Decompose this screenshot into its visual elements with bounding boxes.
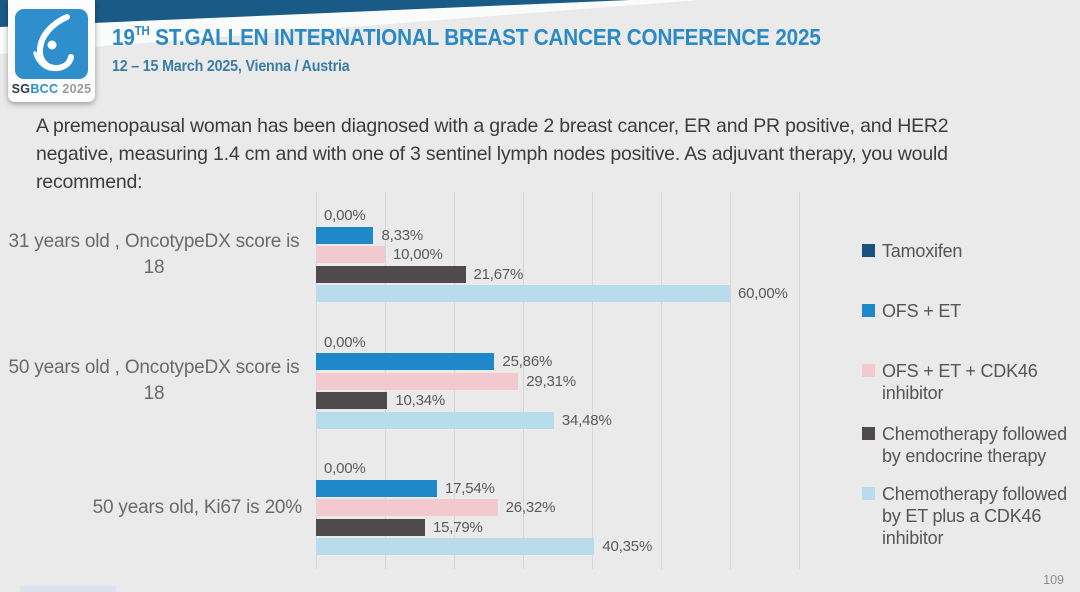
bar — [316, 353, 495, 370]
logo-year: 2025 — [62, 82, 92, 96]
gridline — [799, 192, 800, 569]
value-label: 17,54% — [445, 479, 495, 497]
title-superscript: TH — [134, 23, 150, 39]
legend-item: OFS + ET — [862, 300, 1077, 322]
value-label: 8,33% — [381, 226, 424, 244]
legend-item: Chemotherapy followed by ET plus a CDK46… — [862, 483, 1077, 549]
bar — [316, 372, 519, 390]
bar — [316, 246, 385, 263]
value-label: 10,00% — [393, 246, 443, 263]
bar — [316, 479, 438, 497]
bar — [316, 411, 554, 429]
bar — [316, 265, 466, 283]
value-label: 34,48% — [561, 411, 612, 429]
value-label: 26,32% — [505, 499, 556, 516]
value-label: 40,35% — [602, 538, 653, 555]
breast-outline-icon — [15, 9, 88, 79]
category-labels: 31 years old , OncotypeDX score is 18 50 … — [0, 0, 308, 592]
value-label: 15,79% — [432, 518, 483, 536]
legend-swatch-icon — [862, 304, 875, 317]
page-number: 109 — [1043, 573, 1064, 587]
legend-label: OFS + ET — [882, 301, 961, 321]
legend-swatch-icon — [862, 364, 875, 377]
header: 19TH ST.GALLEN INTERNATIONAL BREAST CANC… — [112, 23, 917, 76]
value-label: 0,00% — [324, 207, 366, 224]
legend-swatch-icon — [862, 427, 875, 440]
bar — [316, 392, 388, 409]
value-label: 21,67% — [473, 265, 524, 283]
conference-subtitle: 12 – 15 March 2025, Vienna / Austria — [112, 58, 350, 75]
gridline — [730, 192, 731, 569]
value-label: 10,34% — [395, 392, 446, 409]
bar — [316, 518, 425, 536]
logo-sg: SG — [11, 82, 31, 96]
conference-title: 19TH ST.GALLEN INTERNATIONAL BREAST CANC… — [112, 23, 821, 50]
plot-area: 0,00% 8,33% 10,00% 21,67% 60,00% 0,00% 25,86% 2… — [316, 192, 800, 569]
bar — [316, 538, 595, 555]
legend-label: Tamoxifen — [882, 241, 963, 261]
gridline — [592, 192, 593, 569]
value-label: 25,86% — [502, 353, 553, 370]
sgbcc-logo: SGBCC 2025 — [8, 0, 95, 102]
question-text: A premenopausal woman has been diagnosed… — [36, 115, 949, 193]
category-label: 50 years old, Ki67 is 20% — [92, 497, 303, 518]
legend-item: Chemotherapy followed by endocrine thera… — [862, 423, 1077, 467]
logo-wordmark: SGBCC 2025 — [8, 82, 95, 96]
category-label: 50 years old , OncotypeDX score is 18 — [8, 357, 300, 404]
legend-swatch-icon — [862, 244, 875, 257]
legend-swatch-icon — [862, 487, 875, 500]
value-label: 0,00% — [324, 333, 366, 351]
value-label: 60,00% — [738, 285, 788, 302]
legend-label: Chemotherapy followed by endocrine thera… — [882, 424, 1067, 466]
bar — [316, 226, 374, 244]
gridline — [661, 192, 662, 569]
bottom-decoration — [20, 586, 116, 592]
bar — [316, 285, 730, 302]
bar — [316, 499, 498, 516]
legend-item: Tamoxifen — [862, 240, 1077, 262]
value-label: 29,31% — [526, 372, 576, 390]
value-label: 0,00% — [324, 460, 366, 477]
logo-bcc: BCC — [30, 82, 59, 96]
gridline — [523, 192, 524, 569]
legend-item: OFS + ET + CDK46 inhibitor — [862, 360, 1077, 404]
legend-label: Chemotherapy followed by ET plus a CDK46… — [882, 484, 1067, 548]
legend-label: OFS + ET + CDK46 inhibitor — [882, 361, 1038, 403]
category-label: 31 years old , OncotypeDX score is 18 — [8, 231, 300, 278]
